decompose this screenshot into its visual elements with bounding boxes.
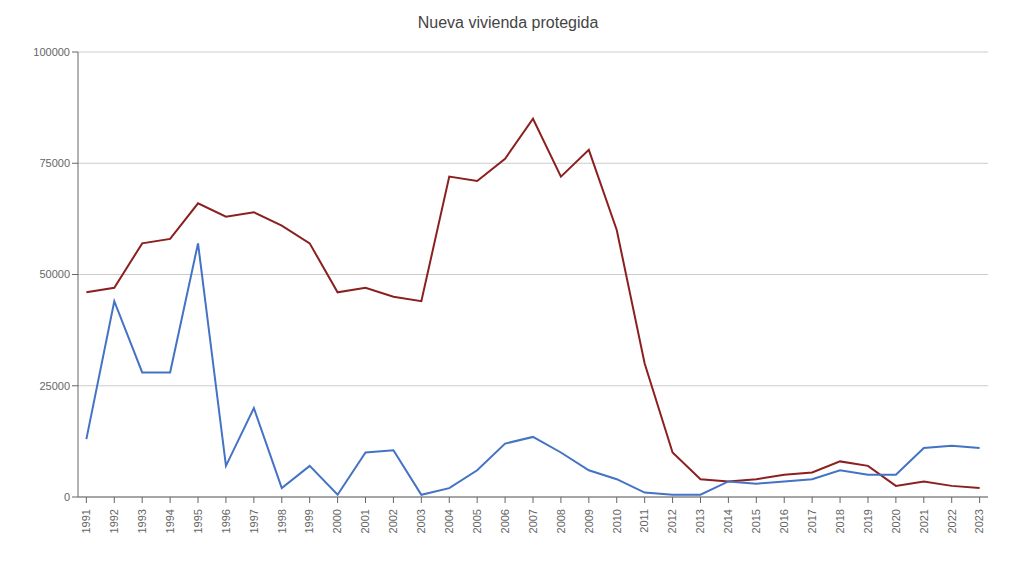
svg-text:1992: 1992 xyxy=(108,509,120,533)
svg-text:2012: 2012 xyxy=(666,509,678,533)
svg-text:1994: 1994 xyxy=(164,509,176,533)
svg-text:2008: 2008 xyxy=(555,509,567,533)
svg-text:2003: 2003 xyxy=(415,509,427,533)
svg-text:75000: 75000 xyxy=(39,157,70,169)
svg-text:2020: 2020 xyxy=(890,509,902,533)
svg-text:2009: 2009 xyxy=(583,509,595,533)
svg-text:2018: 2018 xyxy=(834,509,846,533)
svg-text:2014: 2014 xyxy=(722,509,734,533)
svg-text:0: 0 xyxy=(64,491,70,503)
svg-text:1995: 1995 xyxy=(192,509,204,533)
svg-text:2011: 2011 xyxy=(638,509,650,533)
svg-text:2004: 2004 xyxy=(443,509,455,533)
svg-text:2017: 2017 xyxy=(806,509,818,533)
svg-text:2005: 2005 xyxy=(471,509,483,533)
svg-text:2021: 2021 xyxy=(918,509,930,533)
svg-text:1998: 1998 xyxy=(276,509,288,533)
html-text:Nueva vivienda protegida: Nueva vivienda protegida xyxy=(417,14,599,31)
svg-text:25000: 25000 xyxy=(39,380,70,392)
svg-text:1999: 1999 xyxy=(303,509,315,533)
svg-text:2010: 2010 xyxy=(611,509,623,533)
svg-text:2019: 2019 xyxy=(862,509,874,533)
svg-text:2000: 2000 xyxy=(331,509,343,533)
svg-text:2007: 2007 xyxy=(527,509,539,533)
svg-text:2001: 2001 xyxy=(359,509,371,533)
svg-text:2002: 2002 xyxy=(387,509,399,533)
svg-text:2006: 2006 xyxy=(499,509,511,533)
svg-text:1993: 1993 xyxy=(136,509,148,533)
svg-text:2015: 2015 xyxy=(750,509,762,533)
svg-text:100000: 100000 xyxy=(33,46,70,58)
svg-text:2022: 2022 xyxy=(946,509,958,533)
svg-text:2013: 2013 xyxy=(694,509,706,533)
svg-text:1997: 1997 xyxy=(248,509,260,533)
svg-text:50000: 50000 xyxy=(39,268,70,280)
svg-text:1991: 1991 xyxy=(80,509,92,533)
svg-text:2023: 2023 xyxy=(973,509,985,533)
svg-text:2016: 2016 xyxy=(778,509,790,533)
svg-text:1996: 1996 xyxy=(220,509,232,533)
